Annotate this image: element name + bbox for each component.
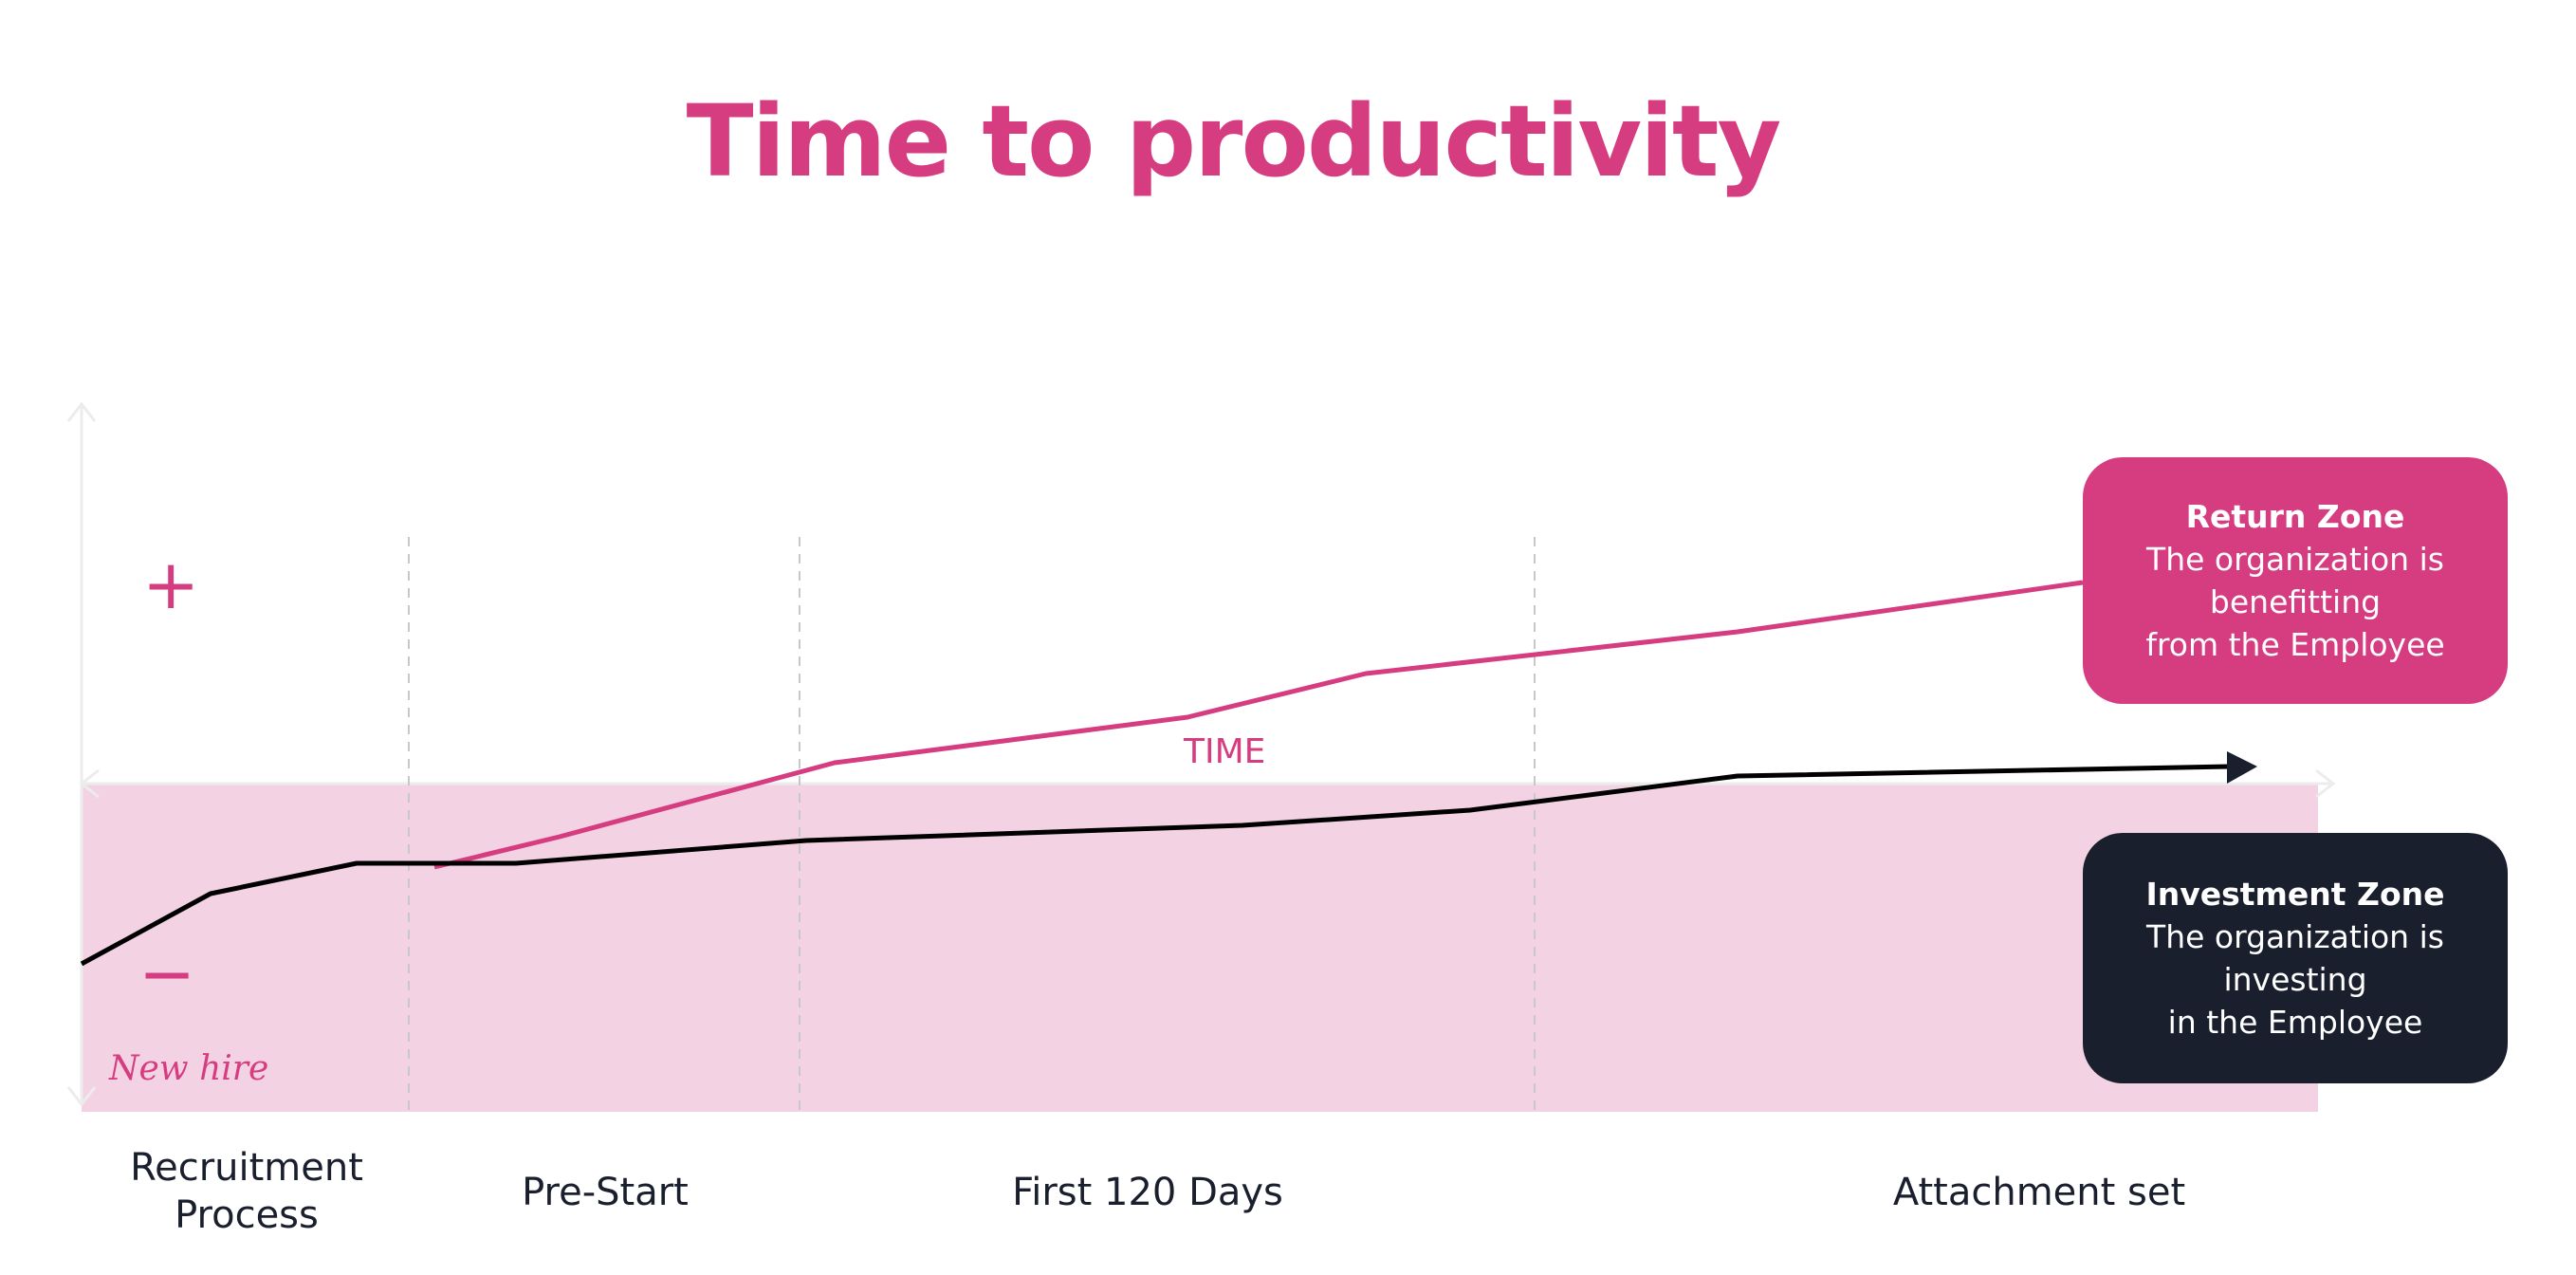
time-axis-label: TIME	[1184, 732, 1266, 771]
return-zone-box: Return Zone The organization is benefitt…	[2083, 457, 2508, 704]
vertical-axis-arrow-down-icon	[66, 1086, 97, 1107]
plus-sign: +	[142, 545, 200, 624]
return-zone-description: The organization is benefitting from the…	[2145, 541, 2445, 663]
phase-label-attachment-set: Attachment set	[1892, 1171, 2186, 1214]
phase-label-first-120-days: First 120 Days	[1012, 1171, 1283, 1214]
investment-zone-box: Investment Zone The organization is inve…	[2083, 833, 2508, 1083]
time-axis-arrow-right-icon	[2315, 768, 2336, 799]
new-hire-label: New hire	[109, 1049, 269, 1088]
return-curve	[433, 580, 2084, 870]
productivity-arrow-icon	[2227, 751, 2257, 784]
time-axis-arrow-left-icon	[79, 768, 100, 799]
page-title: Time to productivity	[686, 83, 1782, 199]
investment-zone-title: Investment Zone	[2145, 876, 2445, 913]
minus-sign: −	[138, 933, 196, 1013]
vertical-axis-arrow-up-icon	[66, 401, 97, 422]
return-zone-title: Return Zone	[2185, 498, 2405, 535]
productivity-curve	[80, 764, 2230, 967]
investment-zone-description: The organization is investing in the Emp…	[2146, 918, 2444, 1041]
investment-zone-band	[82, 784, 2318, 1112]
phase-label-pre-start: Pre-Start	[522, 1171, 689, 1214]
phase-label-recruitment: Recruitment Process	[130, 1146, 363, 1237]
